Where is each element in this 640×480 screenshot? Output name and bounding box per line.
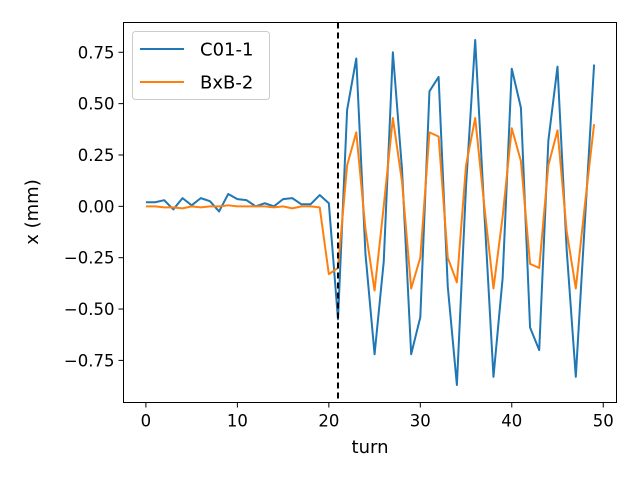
series-line-bxb-2 [145,117,596,292]
y-tick-label: 0.50 [78,95,115,114]
x-tick-label: 0 [141,412,152,431]
y-tick-label: −0.75 [64,351,115,370]
x-tick-label: 10 [227,412,248,431]
legend-label-c01-1: C01-1 [200,40,253,61]
y-tick-label: 0.00 [78,197,115,216]
plot-frame [123,22,617,403]
plot-lines [145,22,596,403]
y-axis-label: x (mm) [22,179,43,245]
y-tick-label: 0.75 [78,43,115,62]
y-tick-label: 0.25 [78,146,115,165]
x-tick-label: 30 [410,412,431,431]
series-line-c01-1 [145,38,596,387]
x-tick-label: 50 [593,412,614,431]
x-tick-label: 20 [318,412,339,431]
axis-ticks: 0 10 20 30 40 50 −0.75 −0.50 −0.25 0.00 0.25 0.50 0.… [64,43,614,430]
y-tick-label: −0.25 [64,249,115,268]
legend: C01-1 BxB-2 [132,31,270,100]
x-axis-label: turn [352,437,389,458]
x-tick-label: 40 [501,412,522,431]
legend-label-bxb-2: BxB-2 [200,73,253,94]
y-tick-label: −0.50 [64,300,115,319]
